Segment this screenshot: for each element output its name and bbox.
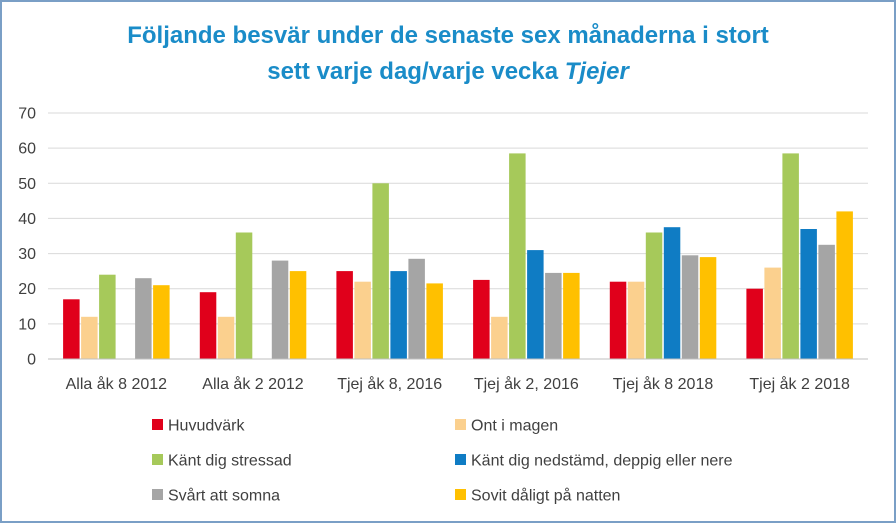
legend-swatch bbox=[455, 419, 466, 430]
x-tick-label: Tjej åk 8, 2016 bbox=[337, 375, 442, 393]
bar bbox=[491, 316, 508, 359]
x-tick-label: Tjej åk 2 2018 bbox=[749, 375, 850, 393]
bar bbox=[681, 255, 699, 359]
y-tick-label: 70 bbox=[18, 106, 36, 123]
legend-label: Sovit dåligt på natten bbox=[471, 487, 620, 505]
bar bbox=[217, 316, 235, 359]
legend-swatch bbox=[152, 454, 163, 465]
bar bbox=[135, 278, 152, 359]
title-line-2-italic: Tjejer bbox=[564, 58, 629, 85]
bar bbox=[81, 316, 98, 359]
bar bbox=[800, 229, 817, 359]
bar bbox=[782, 153, 799, 359]
title-line-2-main: sett varje dag/varje vecka bbox=[267, 58, 559, 85]
bar bbox=[746, 288, 763, 359]
bars bbox=[63, 153, 853, 359]
y-tick-label: 50 bbox=[18, 176, 36, 193]
legend-swatch bbox=[455, 454, 466, 465]
legend-label: Huvudvärk bbox=[168, 418, 245, 435]
legend-swatch bbox=[152, 489, 163, 500]
bar bbox=[199, 292, 217, 359]
bar bbox=[563, 272, 580, 359]
x-tick-label: Alla åk 2 2012 bbox=[202, 375, 304, 393]
bar bbox=[509, 153, 526, 359]
bar bbox=[153, 285, 170, 359]
bar bbox=[390, 271, 407, 359]
x-tick-label: Tjej åk 2, 2016 bbox=[474, 375, 579, 393]
title-line-1: Följande besvär under de senaste sex mån… bbox=[127, 22, 769, 49]
legend: Huvudvärk Ont i magen Känt dig stressad Kän… bbox=[152, 418, 733, 505]
title-line-2: sett varje dag/varje vecka Tjejer bbox=[0, 54, 896, 90]
legend-label: Svårt att somna bbox=[168, 487, 280, 505]
y-axis-ticks: 0 10 20 30 40 50 60 70 bbox=[18, 106, 36, 369]
bar bbox=[545, 272, 562, 359]
y-tick-label: 60 bbox=[18, 141, 36, 158]
bar bbox=[836, 211, 853, 359]
legend-label: Känt dig stressad bbox=[168, 453, 292, 470]
y-tick-label: 40 bbox=[18, 211, 36, 228]
bar bbox=[645, 232, 663, 359]
bar bbox=[764, 267, 781, 359]
y-tick-label: 30 bbox=[18, 246, 36, 263]
bar bbox=[63, 299, 80, 359]
bar bbox=[473, 279, 490, 359]
legend-swatch bbox=[152, 419, 163, 430]
bar bbox=[99, 274, 116, 359]
chart-title: Följande besvär under de senaste sex mån… bbox=[0, 18, 896, 90]
legend-swatch bbox=[455, 489, 466, 500]
y-tick-label: 20 bbox=[18, 281, 36, 298]
bar bbox=[336, 271, 353, 359]
y-tick-label: 0 bbox=[27, 352, 36, 369]
bar bbox=[372, 183, 389, 359]
x-tick-label: Tjej åk 8 2018 bbox=[613, 375, 714, 393]
legend-label: Ont i magen bbox=[471, 418, 558, 435]
x-axis-ticks: Alla åk 8 2012 Alla åk 2 2012 Tjej åk 8, 2… bbox=[66, 375, 850, 393]
bar bbox=[271, 260, 289, 359]
bar bbox=[699, 257, 717, 359]
gridlines bbox=[48, 112, 868, 325]
x-tick-label: Alla åk 8 2012 bbox=[66, 375, 168, 393]
bar bbox=[627, 281, 645, 359]
bar bbox=[426, 283, 443, 359]
bar bbox=[408, 258, 425, 359]
bar bbox=[663, 227, 681, 359]
bar bbox=[527, 250, 544, 359]
bar bbox=[289, 271, 307, 359]
bar bbox=[818, 244, 835, 359]
y-tick-label: 10 bbox=[18, 316, 36, 333]
bar bbox=[354, 281, 371, 359]
bar bbox=[609, 281, 627, 359]
bar bbox=[235, 232, 253, 359]
legend-label: Känt dig nedstämd, deppig eller nere bbox=[471, 453, 733, 470]
